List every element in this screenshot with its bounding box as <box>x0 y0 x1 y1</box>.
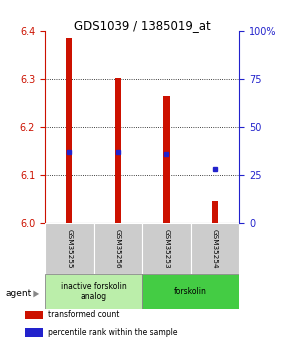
Bar <box>142 274 239 309</box>
Bar <box>45 274 142 309</box>
Text: percentile rank within the sample: percentile rank within the sample <box>48 328 177 337</box>
Bar <box>25 310 43 319</box>
Text: forskolin: forskolin <box>174 287 207 296</box>
Text: GSM35256: GSM35256 <box>115 229 121 268</box>
Polygon shape <box>33 290 39 297</box>
Bar <box>212 201 218 223</box>
Bar <box>66 38 72 223</box>
Bar <box>25 328 43 337</box>
Text: GSM35254: GSM35254 <box>212 229 218 268</box>
Text: agent: agent <box>6 289 32 298</box>
Bar <box>191 223 239 274</box>
Text: transformed count: transformed count <box>48 310 119 319</box>
Bar <box>45 223 93 274</box>
Text: GDS1039 / 1385019_at: GDS1039 / 1385019_at <box>74 19 211 32</box>
Bar <box>142 223 191 274</box>
Bar <box>115 78 121 223</box>
Bar <box>93 223 142 274</box>
Text: GSM35253: GSM35253 <box>163 229 169 268</box>
Bar <box>163 96 170 223</box>
Text: inactive forskolin
analog: inactive forskolin analog <box>61 282 126 301</box>
Text: GSM35255: GSM35255 <box>66 229 72 268</box>
